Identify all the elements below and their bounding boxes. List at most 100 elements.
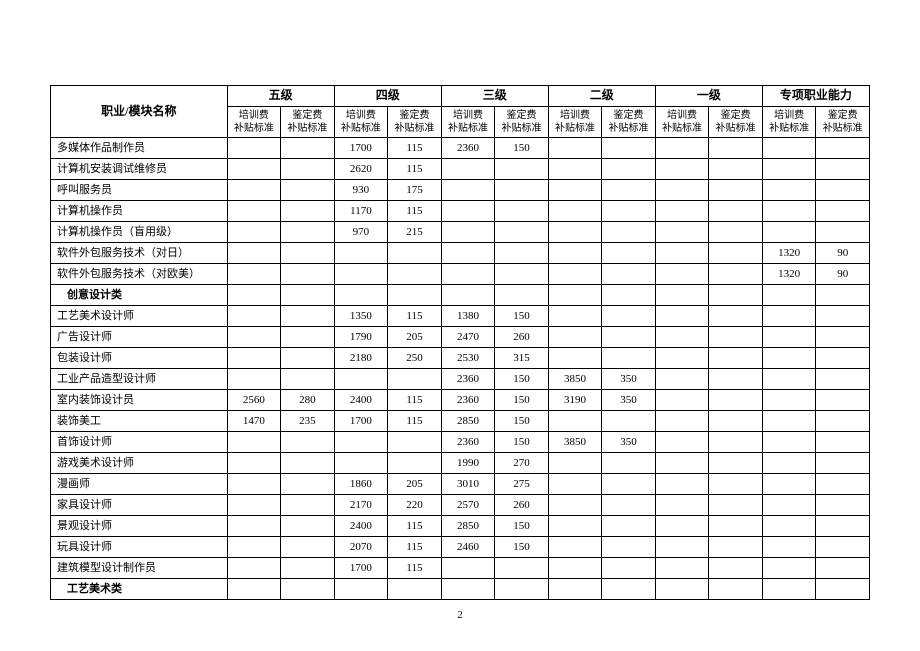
- data-cell: [655, 243, 709, 264]
- data-cell: [655, 516, 709, 537]
- data-cell: [388, 264, 442, 285]
- table-row: 计算机操作员（盲用级）970215: [51, 222, 870, 243]
- data-cell: 205: [388, 474, 442, 495]
- empty-cell: [388, 579, 442, 600]
- data-cell: [281, 558, 335, 579]
- data-cell: [816, 474, 870, 495]
- data-cell: [548, 558, 602, 579]
- data-cell: 260: [495, 327, 549, 348]
- data-cell: 115: [388, 558, 442, 579]
- data-cell: [602, 222, 656, 243]
- data-cell: [709, 558, 763, 579]
- occupation-name: 游戏美术设计师: [51, 453, 228, 474]
- header-train-fee: 培训费 补贴标准: [655, 107, 709, 138]
- data-cell: [281, 306, 335, 327]
- data-cell: 315: [495, 348, 549, 369]
- data-cell: [548, 264, 602, 285]
- data-cell: [709, 390, 763, 411]
- data-cell: [281, 432, 335, 453]
- data-cell: 2170: [334, 495, 388, 516]
- data-cell: [441, 180, 495, 201]
- empty-cell: [548, 285, 602, 306]
- data-cell: [388, 432, 442, 453]
- occupation-name: 软件外包服务技术（对日）: [51, 243, 228, 264]
- data-cell: [334, 243, 388, 264]
- data-cell: [709, 138, 763, 159]
- header-level-4: 四级: [334, 86, 441, 107]
- data-cell: [655, 306, 709, 327]
- data-cell: [334, 432, 388, 453]
- data-cell: 115: [388, 537, 442, 558]
- data-cell: 2070: [334, 537, 388, 558]
- data-cell: [602, 159, 656, 180]
- data-cell: [655, 201, 709, 222]
- data-cell: [762, 537, 816, 558]
- data-cell: 175: [388, 180, 442, 201]
- table-row: 家具设计师21702202570260: [51, 495, 870, 516]
- empty-cell: [334, 285, 388, 306]
- data-cell: [709, 348, 763, 369]
- data-cell: [816, 348, 870, 369]
- data-cell: [816, 432, 870, 453]
- data-cell: [227, 348, 281, 369]
- table-row: 工业产品造型设计师23601503850350: [51, 369, 870, 390]
- occupation-name: 建筑模型设计制作员: [51, 558, 228, 579]
- data-cell: 2470: [441, 327, 495, 348]
- table-row: 景观设计师24001152850150: [51, 516, 870, 537]
- data-cell: 1380: [441, 306, 495, 327]
- data-cell: [709, 537, 763, 558]
- data-cell: [441, 201, 495, 222]
- data-cell: [816, 558, 870, 579]
- data-cell: 970: [334, 222, 388, 243]
- data-cell: [709, 474, 763, 495]
- data-cell: [548, 201, 602, 222]
- data-cell: 150: [495, 306, 549, 327]
- data-cell: [709, 180, 763, 201]
- data-cell: [655, 474, 709, 495]
- data-cell: [816, 453, 870, 474]
- occupation-name: 呼叫服务员: [51, 180, 228, 201]
- data-cell: [762, 516, 816, 537]
- data-cell: 90: [816, 243, 870, 264]
- header-train-fee: 培训费 补贴标准: [441, 107, 495, 138]
- occupation-name: 包装设计师: [51, 348, 228, 369]
- data-cell: [388, 243, 442, 264]
- empty-cell: [227, 579, 281, 600]
- data-cell: 1170: [334, 201, 388, 222]
- empty-cell: [709, 579, 763, 600]
- data-cell: [548, 453, 602, 474]
- data-cell: 350: [602, 432, 656, 453]
- empty-cell: [281, 285, 335, 306]
- data-cell: [762, 348, 816, 369]
- data-cell: [441, 243, 495, 264]
- data-cell: [441, 558, 495, 579]
- data-cell: [602, 495, 656, 516]
- table-row: 漫画师18602053010275: [51, 474, 870, 495]
- data-cell: [548, 222, 602, 243]
- data-cell: 1700: [334, 138, 388, 159]
- data-cell: [602, 243, 656, 264]
- data-cell: [281, 243, 335, 264]
- data-cell: [816, 306, 870, 327]
- empty-cell: [441, 285, 495, 306]
- header-train-fee: 培训费 补贴标准: [227, 107, 281, 138]
- data-cell: [548, 516, 602, 537]
- data-cell: 250: [388, 348, 442, 369]
- table-row: 建筑模型设计制作员1700115: [51, 558, 870, 579]
- data-cell: 1700: [334, 411, 388, 432]
- data-cell: [281, 348, 335, 369]
- data-cell: [709, 159, 763, 180]
- data-cell: 150: [495, 432, 549, 453]
- empty-cell: [227, 285, 281, 306]
- data-cell: 220: [388, 495, 442, 516]
- data-cell: [709, 369, 763, 390]
- data-cell: [227, 369, 281, 390]
- data-cell: 2360: [441, 390, 495, 411]
- data-cell: [602, 138, 656, 159]
- data-cell: [281, 369, 335, 390]
- data-cell: 115: [388, 516, 442, 537]
- table-row: 工艺美术类: [51, 579, 870, 600]
- occupation-name: 工艺美术设计师: [51, 306, 228, 327]
- empty-cell: [655, 579, 709, 600]
- data-cell: [816, 180, 870, 201]
